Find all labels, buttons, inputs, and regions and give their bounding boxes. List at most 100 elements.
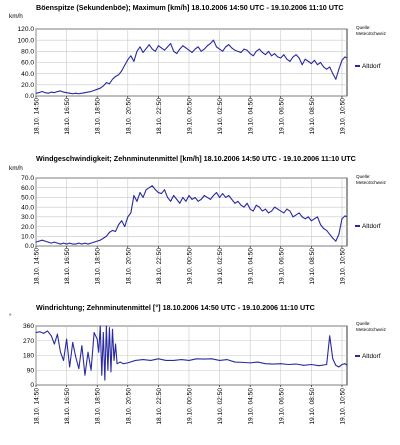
data-point [176, 198, 178, 200]
data-point [112, 328, 113, 330]
data-point [258, 206, 260, 208]
data-point [213, 195, 214, 196]
data-point [47, 92, 49, 94]
x-tick-label: 19.10. 02:50 [217, 248, 224, 285]
data-point [249, 362, 251, 364]
data-point [63, 359, 64, 361]
data-point [346, 57, 348, 59]
x-tick-label: 19.10. 04:50 [248, 248, 255, 285]
data-point [317, 216, 318, 218]
data-point [234, 49, 236, 51]
y-tick-label: 180 [23, 353, 34, 360]
data-point [287, 364, 289, 365]
y-tick-label: 20.0 [21, 82, 34, 89]
data-point [139, 46, 141, 48]
source-label: Quelle: [356, 25, 371, 30]
data-point [151, 185, 153, 187]
y-tick-label: 100.0 [17, 37, 34, 44]
data-point [329, 66, 331, 68]
data-point [280, 363, 282, 365]
data-point [332, 358, 334, 360]
data-point [108, 83, 110, 85]
chart-title: Böenspitze (Sekundenböe); Maximum [km/h]… [36, 3, 344, 12]
x-tick-label: 19.10. 02:50 [217, 98, 224, 135]
y-tick-label: 270 [23, 338, 34, 345]
data-point [99, 325, 101, 327]
data-point [104, 379, 106, 381]
data-point [124, 64, 126, 66]
x-tick-label: 18.10. 16:50 [64, 248, 71, 285]
data-point [191, 198, 193, 200]
x-tick-label: 19.10. 10:50 [339, 98, 346, 135]
data-point [121, 220, 123, 222]
data-point [240, 52, 242, 53]
y-tick-label: 40.0 [21, 204, 34, 211]
data-point [115, 343, 116, 345]
data-point [344, 215, 346, 217]
data-point [203, 358, 205, 360]
data-point [289, 60, 291, 62]
data-point [295, 363, 297, 365]
source-label: Quelle: [356, 321, 371, 326]
data-point [90, 242, 92, 244]
data-point [188, 195, 190, 196]
data-point [84, 242, 86, 244]
data-point [164, 189, 165, 191]
data-point [119, 361, 121, 363]
data-point [39, 331, 41, 333]
data-point [200, 50, 202, 52]
data-point [96, 240, 98, 242]
data-point [332, 73, 334, 75]
data-point [185, 47, 187, 49]
data-point [225, 46, 227, 48]
data-point [341, 59, 343, 61]
data-point [66, 92, 68, 94]
data-point [344, 56, 346, 58]
source-label: MeteoSchweiz [356, 31, 387, 36]
x-tick-label: 18.10. 14:50 [34, 388, 41, 425]
data-point [219, 196, 221, 198]
data-point [121, 70, 123, 72]
data-point [154, 50, 156, 52]
data-point [130, 55, 132, 57]
x-tick-label: 19.10. 02:50 [217, 388, 224, 425]
data-point [203, 48, 205, 50]
data-point [165, 359, 167, 361]
data-point [56, 333, 58, 335]
data-point [335, 364, 337, 366]
data-point [142, 359, 144, 361]
data-point [170, 200, 172, 202]
data-point [243, 206, 245, 208]
data-point [90, 369, 92, 371]
data-point [84, 92, 86, 94]
data-point [75, 356, 77, 358]
data-point [72, 341, 74, 343]
y-tick-label: 90 [27, 367, 35, 374]
data-point [151, 48, 153, 50]
x-tick-label: 19.10. 04:50 [248, 388, 255, 425]
data-point [222, 50, 224, 52]
x-tick-label: 18.10. 22:50 [156, 98, 163, 135]
data-point [265, 54, 266, 56]
data-point [243, 48, 245, 50]
data-point [277, 56, 279, 58]
data-point [277, 208, 279, 210]
data-point [66, 338, 68, 340]
data-point [209, 198, 211, 200]
y-tick-label: 60.0 [21, 60, 34, 67]
data-point [118, 224, 120, 226]
data-point [56, 242, 58, 244]
data-point [78, 242, 80, 244]
data-point [157, 358, 159, 360]
data-point [216, 46, 217, 48]
data-point [124, 226, 126, 228]
data-point [301, 216, 303, 218]
data-point [108, 231, 110, 233]
data-point [249, 208, 251, 210]
data-point [115, 76, 116, 77]
data-point [78, 93, 80, 95]
y-tick-label: 0 [30, 382, 34, 389]
x-tick-label: 18.10. 16:50 [64, 98, 71, 135]
data-point [53, 343, 55, 345]
